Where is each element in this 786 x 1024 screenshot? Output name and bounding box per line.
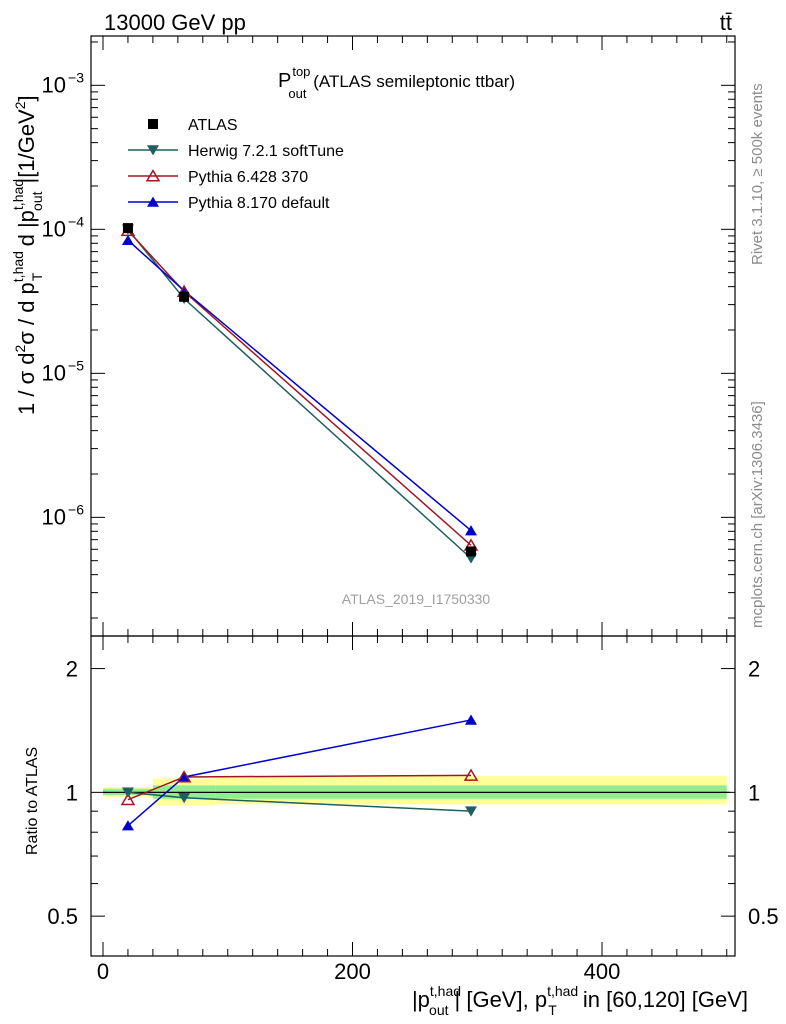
ratio-y-tick-label-left: 2 bbox=[66, 657, 78, 682]
ratio-frame bbox=[90, 635, 736, 957]
ylabel-supT: t,had bbox=[10, 251, 26, 282]
title-rest: (ATLAS semileptonic ttbar) bbox=[309, 72, 516, 91]
legend-label: Pythia 6.428 370 bbox=[188, 169, 308, 186]
x-tick-labels: 0 200 400 bbox=[97, 959, 620, 984]
main-data-point bbox=[122, 223, 133, 234]
ylabel-b: σ / d p bbox=[14, 282, 39, 345]
ylabel-subout: out bbox=[29, 191, 45, 211]
ylabel-subT: T bbox=[29, 272, 45, 281]
main-data-point bbox=[179, 291, 190, 302]
ratio-plot-panel: 0.5 0.51 12 2 0 200 400 Ratio to ATLAS |pt,ha… bbox=[24, 635, 779, 1018]
x-tick-label: 200 bbox=[334, 959, 371, 984]
rivet-label: Rivet 3.1.10, ≥ 500k events bbox=[749, 83, 766, 265]
ratio-y-tick-label-left: 1 bbox=[66, 780, 78, 805]
ratio-data-point bbox=[178, 792, 191, 804]
main-data-point bbox=[121, 234, 134, 246]
ratio-y-axis-label: Ratio to ATLAS bbox=[24, 747, 41, 855]
main-plot-panel: 10−6 10−5 10−4 10−3 Ptop out (ATLAS semilept… bbox=[10, 35, 736, 637]
main-y-tick-label: 10 −3 bbox=[42, 69, 85, 97]
legend-label: Herwig 7.2.1 softTune bbox=[188, 143, 344, 160]
ratio-y-tick-labels: 0.5 0.5 1 1 2 2 bbox=[47, 657, 778, 930]
main-data-point bbox=[466, 546, 477, 557]
main-data-point bbox=[465, 525, 478, 536]
ylabel-supout: t,had bbox=[10, 179, 26, 210]
legend-marker bbox=[148, 119, 158, 129]
ratio-data-point bbox=[465, 714, 478, 725]
energy-label: 13000 GeV pp bbox=[104, 10, 246, 35]
main-y-tick-label: 10 −4 bbox=[42, 213, 85, 241]
ratio-y-tick-label-right: 0.5 bbox=[748, 904, 779, 929]
mcplots-label: mcplots.cern.ch [arXiv:1306.3436] bbox=[749, 401, 766, 628]
analysis-watermark: ATLAS_2019_I1750330 bbox=[342, 591, 491, 607]
ratio-series-lines bbox=[127, 719, 472, 827]
ratio-y-tick-label-right: 2 bbox=[748, 657, 760, 682]
ratio-uncertainty-bands bbox=[103, 776, 727, 806]
legend-label: ATLAS bbox=[188, 117, 238, 134]
ylabel-d: |[1/GeV bbox=[14, 109, 39, 184]
x-axis-label: |pt,had out | [GeV], pt,had T in [60,120] [… bbox=[412, 983, 748, 1018]
ratio-series-markers bbox=[120, 714, 479, 831]
x-tick-label: 0 bbox=[97, 959, 109, 984]
ratio-series-line bbox=[127, 719, 472, 827]
xlabel-subT: T bbox=[548, 1002, 557, 1018]
ylabel-c: d |p bbox=[14, 210, 39, 252]
main-y-tick-labels: 10−6 10−5 10−4 10−3 bbox=[42, 69, 85, 529]
main-axis-ticks bbox=[91, 36, 735, 636]
ylabel-sup2b: 2 bbox=[12, 101, 28, 109]
ratio-y-tick-label-right: 1 bbox=[748, 780, 760, 805]
ratio-data-point bbox=[178, 771, 191, 782]
ylabel-a: 1 / σ d bbox=[14, 353, 39, 416]
ratio-data-point bbox=[121, 787, 134, 798]
legend-marker bbox=[147, 196, 159, 207]
main-series-lines bbox=[127, 228, 472, 559]
ratio-data-point bbox=[176, 770, 192, 783]
ratio-axis-ticks bbox=[91, 636, 735, 957]
xlabel-b: | [GeV], p bbox=[455, 987, 548, 1012]
process-label: tt̄ bbox=[720, 10, 732, 35]
ratio-data-point bbox=[465, 806, 478, 817]
title-sup: top bbox=[292, 64, 310, 79]
xlabel-subout: out bbox=[429, 1002, 449, 1018]
xlabel-a: |p bbox=[412, 987, 430, 1012]
title-main: P bbox=[278, 70, 291, 92]
legend-label: Pythia 8.170 default bbox=[188, 195, 330, 212]
legend: ATLAS Herwig 7.2.1 softTune Pythia 6.428 3… bbox=[128, 117, 344, 212]
ratio-data-point bbox=[463, 768, 479, 781]
xlabel-supT: t,had bbox=[547, 983, 578, 999]
main-series-markers bbox=[120, 223, 479, 564]
legend-marker bbox=[145, 169, 161, 182]
ratio-data-point bbox=[120, 792, 136, 806]
title-sub: out bbox=[288, 86, 306, 101]
main-y-tick-label: 10 −6 bbox=[42, 501, 85, 529]
plot-title: Ptop out (ATLAS semileptonic ttbar) bbox=[278, 64, 515, 101]
ratio-y-tick-label-left: 0.5 bbox=[47, 904, 78, 929]
main-y-axis-label: 1 / σ d2σ / d pt,had T d |pt,had out|[1/Ge… bbox=[10, 95, 45, 415]
legend-marker bbox=[147, 145, 159, 156]
x-tick-label: 400 bbox=[584, 959, 621, 984]
ylabel-sup2: 2 bbox=[12, 345, 28, 353]
xlabel-supout: t,had bbox=[430, 983, 461, 999]
xlabel-c: in [60,120] [GeV] bbox=[577, 987, 748, 1012]
ratio-data-point bbox=[121, 820, 134, 831]
main-series-line bbox=[127, 239, 472, 532]
main-y-tick-label: 10 −5 bbox=[42, 357, 85, 385]
